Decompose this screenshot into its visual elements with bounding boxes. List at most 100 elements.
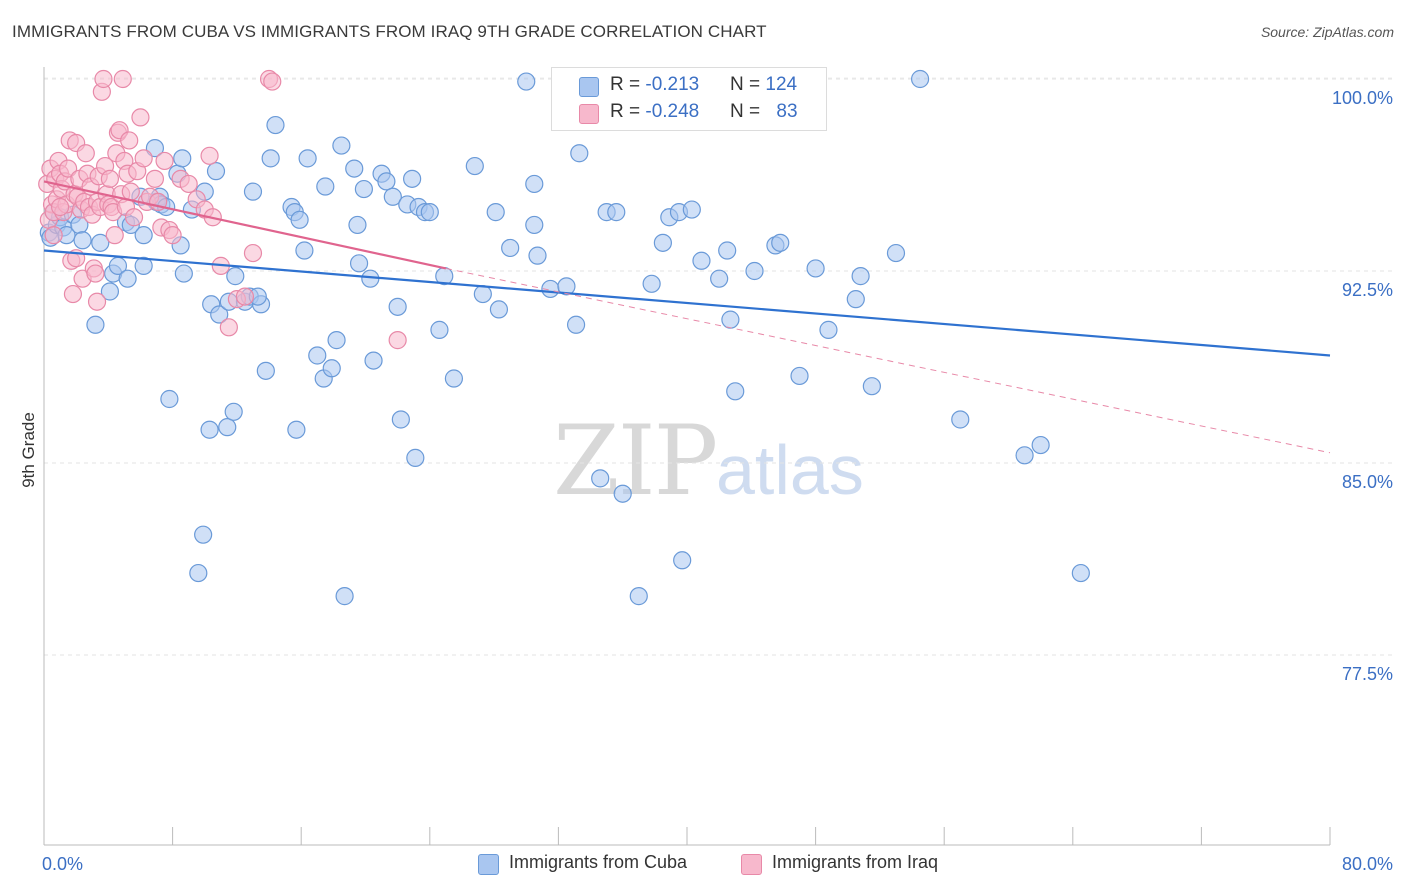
legend-n-label-cuba: N = <box>730 74 766 95</box>
legend-r-label-iraq: R = <box>610 101 646 122</box>
legend-swatch-cuba <box>579 77 599 97</box>
point-cuba <box>718 241 737 260</box>
point-cuba <box>383 187 402 206</box>
point-iraq <box>263 72 282 91</box>
chart-title: IMMIGRANTS FROM CUBA VS IMMIGRANTS FROM … <box>12 22 767 41</box>
point-iraq <box>59 159 78 178</box>
point-cuba <box>388 297 407 316</box>
point-iraq <box>131 108 150 127</box>
point-cuba <box>391 410 410 429</box>
point-cuba <box>851 267 870 286</box>
point-cuba <box>721 310 740 329</box>
point-cuba <box>118 269 137 288</box>
point-iraq <box>179 174 198 194</box>
point-cuba <box>218 418 237 437</box>
point-cuba <box>806 259 825 278</box>
trendline-dashed-iraq <box>445 267 1331 454</box>
point-cuba <box>642 274 661 293</box>
point-cuba <box>420 203 439 222</box>
bottom-legend-swatch-iraq <box>741 854 762 875</box>
point-cuba <box>489 300 509 319</box>
point-cuba <box>316 177 335 196</box>
point-iraq <box>388 331 407 350</box>
point-cuba <box>295 241 314 260</box>
legend-swatch-iraq <box>579 104 599 124</box>
point-cuba <box>206 162 226 181</box>
bottom-legend-label-iraq: Immigrants from Iraq <box>772 852 939 872</box>
point-cuba <box>403 169 422 188</box>
point-cuba <box>1031 435 1050 455</box>
point-cuba <box>790 366 809 386</box>
point-iraq <box>219 318 238 337</box>
watermark-atlas: atlas <box>716 431 864 509</box>
point-cuba <box>517 72 536 91</box>
y-tick-label: 77.5% <box>1342 664 1393 684</box>
point-cuba <box>91 233 110 252</box>
point-cuba <box>525 215 544 235</box>
point-iraq <box>100 169 120 188</box>
point-iraq <box>94 69 113 89</box>
chart-source: Source: ZipAtlas.com <box>1260 24 1394 40</box>
point-cuba <box>290 210 309 229</box>
point-cuba <box>710 269 729 288</box>
point-cuba <box>444 369 464 388</box>
point-cuba <box>525 174 544 194</box>
watermark-zip: ZIP <box>553 405 718 517</box>
point-cuba <box>348 215 367 235</box>
point-cuba <box>629 587 648 606</box>
point-cuba <box>327 331 346 350</box>
y-tick-label: 100.0% <box>1332 88 1393 108</box>
point-cuba <box>224 402 243 421</box>
point-cuba <box>322 359 341 378</box>
point-iraq <box>63 284 83 304</box>
point-iraq <box>44 226 63 245</box>
point-cuba <box>591 469 610 488</box>
point-cuba <box>173 149 192 168</box>
point-cuba <box>134 256 153 275</box>
legend-n-value-iraq: 83 <box>776 101 798 122</box>
point-cuba <box>653 233 672 252</box>
point-cuba <box>406 448 425 467</box>
point-cuba <box>308 346 327 365</box>
point-iraq <box>86 264 105 283</box>
y-tick-label: 92.5% <box>1342 280 1393 300</box>
point-cuba <box>100 282 120 301</box>
point-cuba <box>607 203 626 222</box>
point-cuba <box>862 377 881 396</box>
point-cuba <box>1015 446 1034 465</box>
point-cuba <box>557 277 576 296</box>
point-cuba <box>134 226 153 245</box>
point-cuba <box>174 264 193 283</box>
legend-row-cuba: R = -0.213 N = 124 <box>552 74 826 100</box>
legend-n-label-iraq: N = <box>730 101 766 122</box>
point-cuba <box>256 361 275 380</box>
point-iraq <box>124 208 144 227</box>
point-cuba <box>566 315 586 334</box>
point-iraq <box>76 144 95 163</box>
point-cuba <box>226 267 245 286</box>
point-cuba <box>261 149 280 168</box>
point-iraq <box>235 287 255 306</box>
point-cuba <box>287 420 306 439</box>
point-cuba <box>528 246 547 265</box>
point-cuba <box>335 587 354 606</box>
stats-legend: R = -0.213 N = 124 R = -0.248 N = 83 <box>551 67 827 131</box>
point-iraq <box>87 292 107 311</box>
bottom-legend-label-cuba: Immigrants from Cuba <box>509 852 688 872</box>
point-cuba <box>745 261 764 281</box>
point-cuba <box>1071 563 1090 583</box>
y-axis-label: 9th Grade <box>19 412 38 488</box>
point-cuba <box>473 284 492 304</box>
point-cuba <box>430 320 449 339</box>
point-cuba <box>465 156 484 176</box>
point-cuba <box>298 149 317 168</box>
point-cuba <box>951 410 970 429</box>
point-iraq <box>134 149 153 168</box>
point-iraq <box>145 169 165 188</box>
point-cuba <box>266 115 285 135</box>
point-cuba <box>345 159 364 178</box>
point-cuba <box>570 144 589 163</box>
point-cuba <box>332 136 351 155</box>
point-iraq <box>121 182 140 201</box>
